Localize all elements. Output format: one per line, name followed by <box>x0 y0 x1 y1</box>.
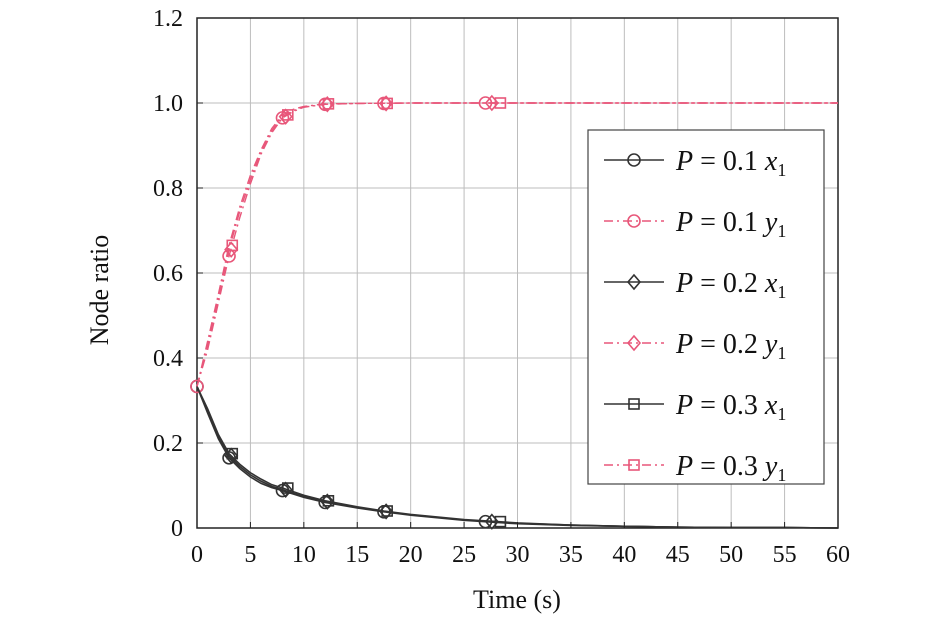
legend-item-4: P = 0.2 y1 <box>604 329 786 363</box>
data-point-marker <box>226 239 239 252</box>
y-axis-ticks: 0 0.2 0.4 0.6 0.8 1.0 1.2 <box>153 6 203 542</box>
series-6 <box>196 97 838 387</box>
y-tick-label: 0.8 <box>153 176 183 202</box>
data-point-marker <box>322 494 335 507</box>
legend-label: P = 0.3 x1 <box>675 390 786 424</box>
x-tick-label: 50 <box>719 542 743 568</box>
series-line <box>196 102 838 387</box>
x-axis-label: Time (s) <box>473 585 561 614</box>
series-5 <box>196 386 839 529</box>
x-tick-label: 20 <box>399 542 423 568</box>
x-tick-label: 40 <box>612 542 636 568</box>
data-point-marker <box>494 515 507 528</box>
y-tick-label: 0 <box>171 516 183 542</box>
legend-item-1: P = 0.1 x1 <box>604 146 786 180</box>
x-axis-ticks: 0 5 10 15 20 25 30 35 40 45 50 55 60 <box>191 522 850 568</box>
data-point-marker <box>381 505 393 517</box>
legend-label: P = 0.3 y1 <box>675 451 786 485</box>
legend-marker-sample <box>627 214 641 228</box>
y-axis-label: Node ratio <box>85 235 114 345</box>
data-point-marker <box>381 97 393 110</box>
x-tick-label: 35 <box>559 542 583 568</box>
x-tick-label: 0 <box>191 542 203 568</box>
legend-item-5: P = 0.3 x1 <box>604 390 786 424</box>
y-tick-label: 1.2 <box>153 6 183 32</box>
legend-marker-sample <box>628 459 640 471</box>
legend-marker-sample <box>626 273 642 291</box>
y-tick-label: 0.4 <box>153 346 183 372</box>
x-tick-label: 25 <box>452 542 476 568</box>
legend-box <box>587 129 825 485</box>
legend-item-2: P = 0.1 y1 <box>604 207 786 241</box>
x-tick-label: 60 <box>826 542 850 568</box>
series-line <box>196 386 839 529</box>
x-tick-label: 55 <box>773 542 797 568</box>
series-line <box>196 102 838 387</box>
legend-label: P = 0.2 x1 <box>675 268 786 302</box>
legend-item-6: P = 0.3 y1 <box>604 451 786 485</box>
data-point-marker <box>282 482 294 494</box>
data-point-marker <box>278 108 293 125</box>
x-tick-label: 45 <box>666 542 690 568</box>
y-tick-label: 0.6 <box>153 261 183 287</box>
legend-marker-sample <box>627 153 641 167</box>
legend: P = 0.1 x1 P = 0.1 y1 P = 0.2 x1 P = 0.2 y1… <box>587 129 825 485</box>
x-tick-label: 5 <box>244 542 256 568</box>
legend-label: P = 0.1 y1 <box>675 207 786 241</box>
legend-label: P = 0.1 x1 <box>675 146 786 180</box>
data-point-marker <box>322 98 335 110</box>
data-point-marker <box>226 447 239 460</box>
x-tick-label: 15 <box>345 542 369 568</box>
data-point-marker <box>494 97 507 109</box>
legend-marker-sample <box>628 398 640 410</box>
legend-label: P = 0.2 y1 <box>675 329 786 363</box>
legend-marker-sample <box>626 334 642 352</box>
x-tick-label: 30 <box>506 542 530 568</box>
data-point-marker <box>282 109 294 121</box>
y-tick-label: 0.2 <box>153 431 183 457</box>
y-tick-label: 1.0 <box>153 91 183 117</box>
series-layer <box>190 94 839 530</box>
legend-item-3: P = 0.2 x1 <box>604 268 786 302</box>
data-point-marker <box>190 379 204 394</box>
x-tick-label: 10 <box>292 542 316 568</box>
